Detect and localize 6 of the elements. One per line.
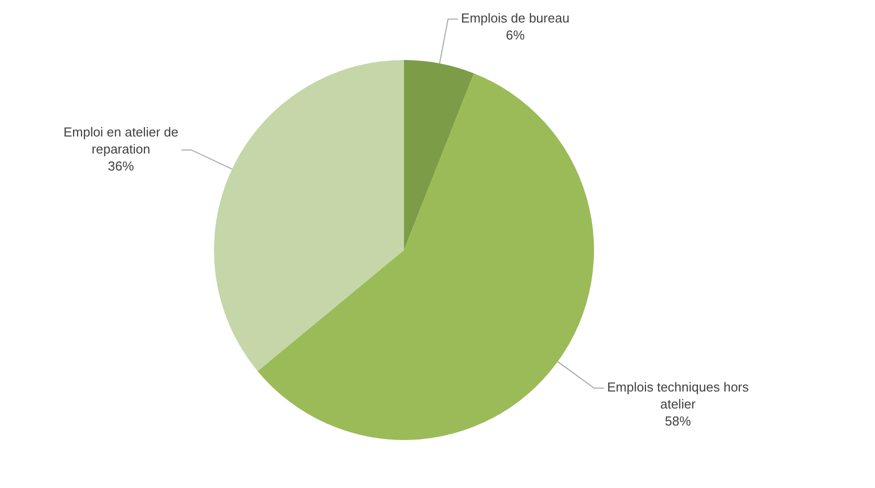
- data-label: 58%: [664, 414, 692, 429]
- slice-label: Emplois techniques hors atelier: [607, 380, 750, 412]
- data-label: 36%: [108, 158, 134, 174]
- slice-label: Emploi en atelier de reparation: [63, 124, 178, 157]
- data-label: 6%: [506, 28, 526, 43]
- slice-label: Emplois de bureau: [461, 10, 570, 26]
